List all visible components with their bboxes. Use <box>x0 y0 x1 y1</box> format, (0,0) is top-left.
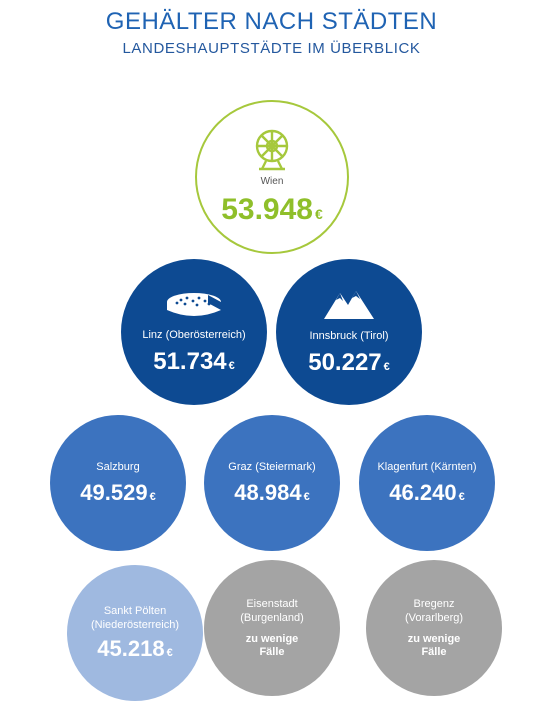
city-circle-graz: Graz (Steiermark) 48.984 € <box>204 415 340 551</box>
salary-value: 46.240 € <box>389 480 465 505</box>
insufficient-data-note: zu wenige Fälle <box>407 633 461 658</box>
mountains-icon <box>324 291 374 319</box>
city-circle-innsbruck: Innsbruck (Tirol) 50.227 € <box>276 259 422 405</box>
ferris-wheel-icon <box>255 129 289 171</box>
city-circle-klagenfurt: Klagenfurt (Kärnten) 46.240 € <box>359 415 495 551</box>
city-name: Innsbruck (Tirol) <box>309 330 389 342</box>
salary-value: 50.227 € <box>308 349 390 376</box>
city-name: Salzburg <box>96 461 140 473</box>
city-circle-eisenstadt: Eisenstadt (Burgenland) zu wenige Fälle <box>204 560 340 696</box>
page-subtitle: LANDESHAUPTSTÄDTE IM ÜBERBLICK <box>122 40 421 57</box>
salary-value: 53.948 € <box>221 193 323 226</box>
city-name-line1: Sankt Pölten <box>103 605 167 617</box>
city-circle-salzburg: Salzburg 49.529 € <box>50 415 186 551</box>
city-circle-sankt-poelten: Sankt Pölten (Niederösterreich) 45.218 € <box>67 565 203 701</box>
city-name-line1: Bregenz <box>413 598 455 610</box>
city-circle-wien: Wien 53.948 € <box>195 100 349 254</box>
salary-value: 45.218 € <box>97 636 173 661</box>
city-name: Wien <box>260 176 284 187</box>
city-name: Klagenfurt (Kärnten) <box>377 461 477 473</box>
city-name-line2: (Niederösterreich) <box>90 619 180 631</box>
salary-value: 51.734 € <box>153 348 235 375</box>
city-name-line2: (Burgenland) <box>240 612 304 624</box>
city-circle-bregenz: Bregenz (Vorarlberg) zu wenige Fälle <box>366 560 502 696</box>
salary-value: 49.529 € <box>80 480 156 505</box>
cake-icon <box>167 293 221 316</box>
city-name-line1: Eisenstadt <box>246 598 298 610</box>
page-title: GEHÄLTER NACH STÄDTEN <box>105 8 438 35</box>
city-name: Linz (Oberösterreich) <box>142 329 246 341</box>
salary-value: 48.984 € <box>234 480 310 505</box>
city-name-line2: (Vorarlberg) <box>404 612 464 624</box>
city-circle-linz: Linz (Oberösterreich) 51.734 € <box>121 259 267 405</box>
city-name: Graz (Steiermark) <box>228 461 316 473</box>
insufficient-data-note: zu wenige Fälle <box>245 633 299 658</box>
